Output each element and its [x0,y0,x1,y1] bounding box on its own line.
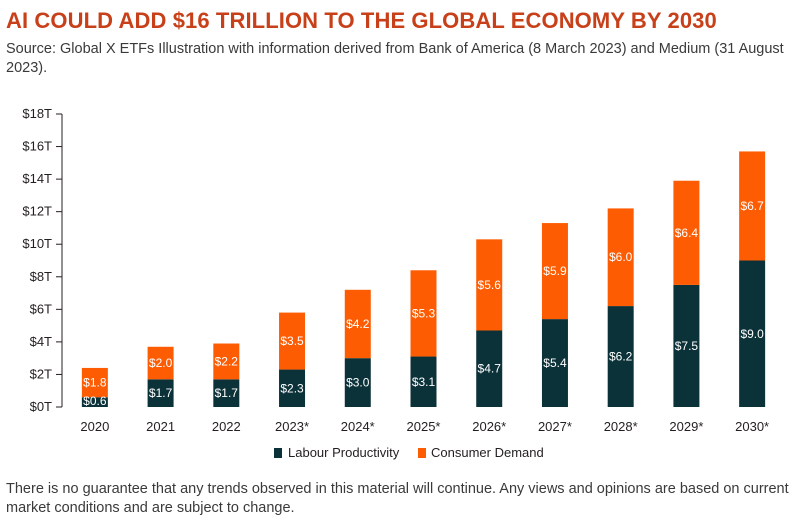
bar-label-consumer: $5.6 [478,278,502,292]
bar-label-labour: $1.7 [215,386,239,400]
chart-title: AI COULD ADD $16 TRILLION TO THE GLOBAL … [6,8,717,33]
y-tick-label: $4T [30,334,52,349]
bar-labour-productivity [541,319,568,407]
y-tick-label: $12T [22,204,52,219]
source-note: Source: Global X ETFs Illustration with … [6,41,784,76]
x-tick-label: 2028* [604,419,638,434]
bar-label-labour: $5.4 [543,356,567,370]
bar-consumer-demand [476,239,503,331]
bar-label-labour: $4.7 [478,362,502,376]
bar-label-labour: $6.2 [609,350,633,364]
bar-labour-productivity [213,379,240,407]
bar-labour-productivity [279,369,306,407]
y-tick-label: $0T [30,399,52,414]
bar-labour-productivity [81,397,108,407]
bar-label-consumer: $5.3 [412,306,436,320]
bar-consumer-demand [410,270,437,357]
x-tick-label: 2029* [669,419,703,434]
bar-consumer-demand [213,343,240,380]
bar-consumer-demand [607,208,634,307]
bar-consumer-demand [344,289,371,359]
bar-label-consumer: $6.7 [740,199,764,213]
x-tick-label: 2023* [275,419,309,434]
bar-label-labour: $9.0 [740,327,764,341]
bar-label-consumer: $3.5 [280,334,304,348]
x-tick-label: 2030* [735,419,769,434]
x-tick-label: 2022 [212,419,241,434]
x-tick-label: 2020 [80,419,109,434]
legend-swatch-consumer [418,448,426,458]
bar-label-labour: $3.1 [412,375,436,389]
bar-label-consumer: $1.8 [83,376,107,390]
bar-label-consumer: $6.0 [609,250,633,264]
bar-consumer-demand [739,151,766,261]
x-tick-label: 2025* [407,419,441,434]
legend-label-labour: Labour Productivity [288,445,400,460]
bar-labour-productivity [344,358,371,407]
bar-labour-productivity [673,284,700,407]
y-tick-label: $10T [22,236,52,251]
bar-labour-productivity [607,306,634,407]
legend-label-consumer: Consumer Demand [431,445,544,460]
bar-labour-productivity [410,356,437,407]
y-tick-label: $16T [22,139,52,154]
bar-labour-productivity [147,379,174,407]
y-tick-label: $18T [22,106,52,121]
bar-labour-productivity [739,260,766,407]
y-tick-label: $14T [22,171,52,186]
bar-label-consumer: $2.2 [215,354,239,368]
y-tick-label: $8T [30,269,52,284]
x-tick-label: 2021 [146,419,175,434]
legend-swatch-labour [274,448,282,458]
bar-consumer-demand [541,223,568,320]
bar-consumer-demand [673,180,700,285]
bar-label-consumer: $4.2 [346,317,370,331]
bar-label-consumer: $5.9 [543,264,567,278]
bar-consumer-demand [81,367,108,398]
bar-label-labour: $7.5 [675,339,699,353]
bar-label-consumer: $2.0 [149,356,173,370]
disclaimer: There is no guarantee that any trends ob… [6,481,789,516]
bar-consumer-demand [147,346,174,380]
x-tick-label: 2026* [472,419,506,434]
bar-label-labour: $0.6 [83,394,107,408]
bar-label-consumer: $6.4 [675,226,699,240]
y-tick-label: $2T [30,366,52,381]
bar-label-labour: $2.3 [280,381,304,395]
bar-label-labour: $3.0 [346,376,370,390]
x-tick-label: 2024* [341,419,375,434]
y-tick-label: $6T [30,301,52,316]
bar-consumer-demand [279,312,306,370]
bar-labour-productivity [476,330,503,407]
bar-label-labour: $1.7 [149,386,173,400]
x-tick-label: 2027* [538,419,572,434]
